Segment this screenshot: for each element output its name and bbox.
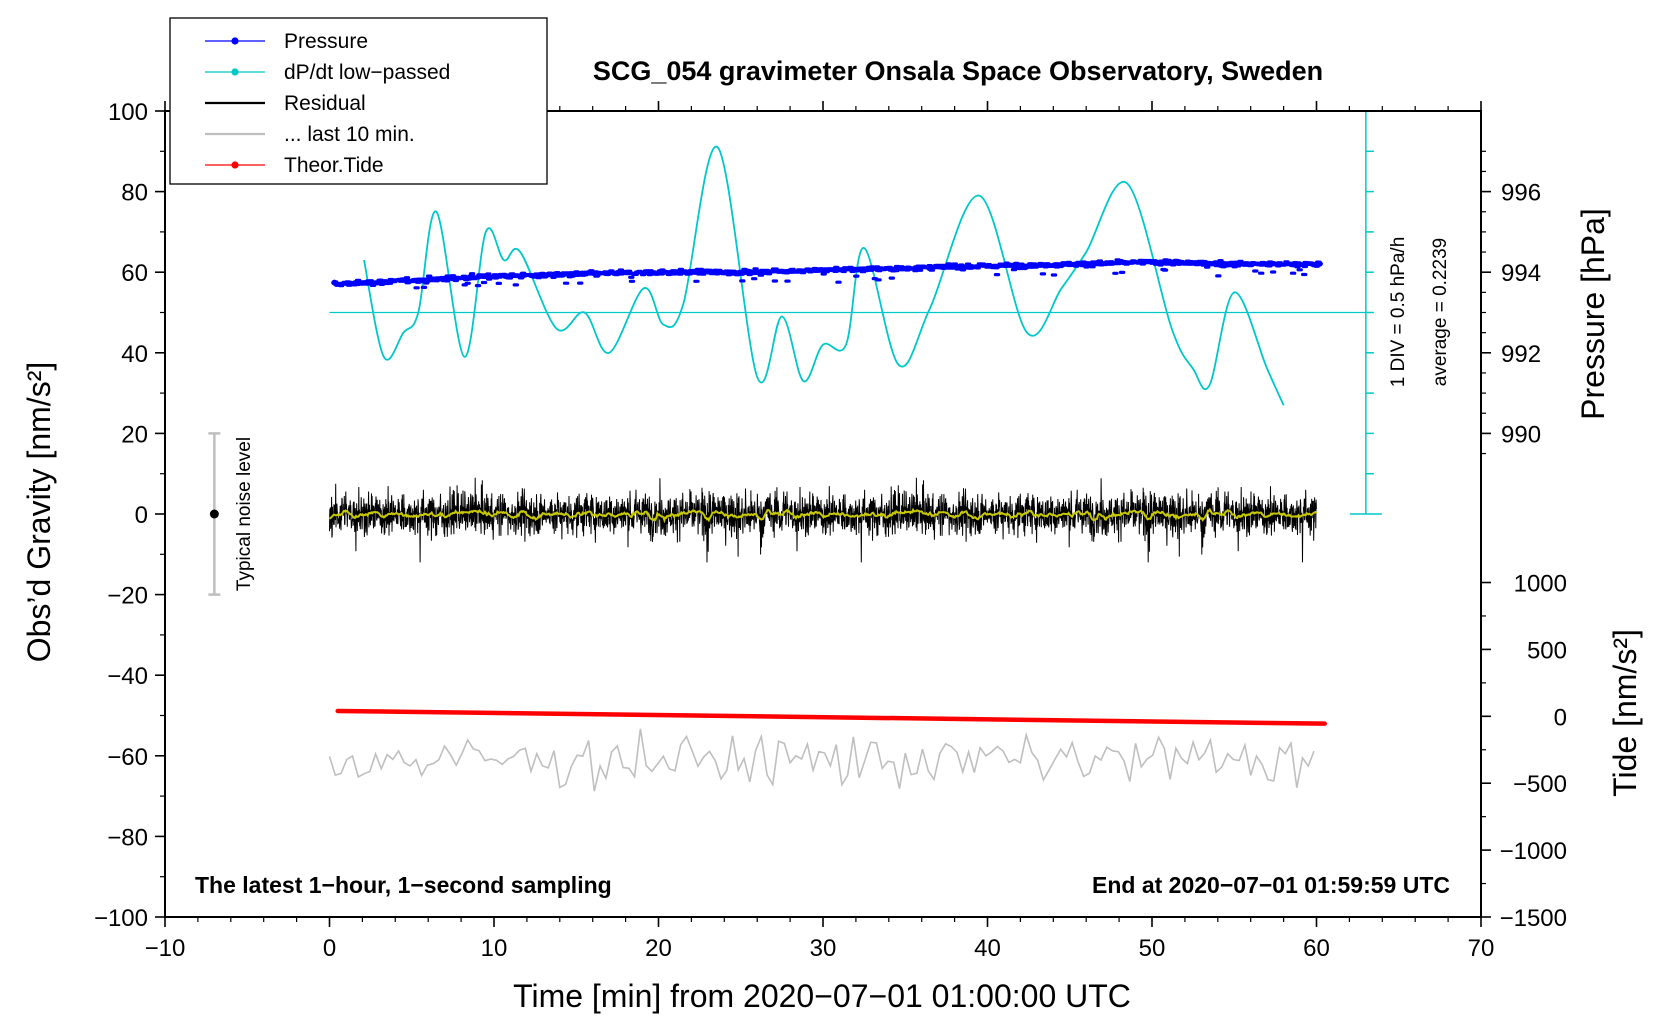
x-tick-label: 10	[481, 935, 508, 962]
tide-tick-label: 0	[1554, 704, 1567, 731]
y-tick-label: 40	[121, 341, 148, 368]
legend-marker	[231, 37, 239, 45]
x-axis-title: Time [min] from 2020−07−01 01:00:00 UTC	[513, 978, 1131, 1014]
legend: Pressure dP/dt low−passed Residual ... last…	[169, 17, 548, 185]
y-tick-label: −60	[107, 744, 148, 771]
y-tick-label: 80	[121, 180, 148, 207]
x-tick-label: 60	[1303, 935, 1330, 962]
y-axis-title-tide: Tide [nm/s²]	[1607, 629, 1643, 797]
legend-marker	[231, 161, 239, 169]
y-tick-label: 100	[108, 99, 148, 126]
x-tick-label: 20	[645, 935, 672, 962]
y-axis-title-left: Obs’d Gravity [nm/s²]	[21, 362, 57, 663]
x-tick-label: 30	[810, 935, 837, 962]
plot-area	[208, 110, 1382, 792]
y-tick-label: 0	[135, 502, 148, 529]
residual-smoothed-line	[329, 507, 1318, 524]
noise-bar-center	[209, 509, 219, 519]
tide-tick-label: 1000	[1514, 571, 1567, 598]
tide-tick-label: −500	[1513, 771, 1567, 798]
last-10-min-line	[328, 728, 1315, 792]
ticks: −10 0 10 20 30 40 50 60 70100806040200−20−40−60−…	[94, 99, 1567, 962]
x-tick-label: 50	[1139, 935, 1166, 962]
pressure-tick-label: 994	[1501, 260, 1541, 287]
legend-label: dP/dt low−passed	[284, 61, 450, 84]
pressure-point	[331, 279, 338, 286]
pressure-tick-label: 990	[1501, 421, 1541, 448]
x-tick-label: 70	[1468, 935, 1495, 962]
pressure-series	[331, 258, 1323, 290]
tide-tick-label: 500	[1527, 637, 1567, 664]
legend-box	[169, 17, 548, 185]
y-tick-label: 60	[121, 260, 148, 287]
x-tick-label: 40	[974, 935, 1001, 962]
legend-label: ... last 10 min.	[284, 123, 415, 146]
noise-level-label: Typical noise level	[234, 437, 255, 591]
y-tick-label: −40	[107, 663, 148, 690]
legend-label: Pressure	[284, 30, 368, 53]
tide-tick-label: −1000	[1500, 838, 1567, 865]
x-tick-label: 0	[323, 935, 336, 962]
div-scale-label: 1 DIV = 0.5 hPa/h	[1388, 237, 1409, 388]
pressure-tick-label: 996	[1501, 180, 1541, 207]
chart-title: SCG_054 gravimeter Onsala Space Observat…	[593, 56, 1323, 86]
y-tick-label: −100	[94, 905, 148, 932]
y-tick-label: 20	[121, 421, 148, 448]
legend-label: Theor.Tide	[284, 154, 384, 177]
dpdt-line	[363, 146, 1285, 406]
pressure-tick-label: 992	[1501, 341, 1541, 368]
tide-tick-label: −1500	[1500, 905, 1567, 932]
y-axis-title-pressure: Pressure [hPa]	[1575, 208, 1611, 420]
residual-line	[329, 477, 1317, 563]
y-tick-label: −20	[107, 583, 148, 610]
note-end-time: End at 2020−07−01 01:59:59 UTC	[1092, 872, 1450, 898]
legend-marker	[231, 68, 239, 76]
pressure-point	[1316, 260, 1323, 267]
y-tick-label: −80	[107, 824, 148, 851]
x-tick-label: −10	[145, 935, 186, 962]
legend-label: Residual	[284, 92, 366, 115]
tide-line	[335, 708, 1327, 726]
note-sampling: The latest 1−hour, 1−second sampling	[195, 872, 612, 898]
average-label: average = 0.2239	[1430, 238, 1451, 386]
